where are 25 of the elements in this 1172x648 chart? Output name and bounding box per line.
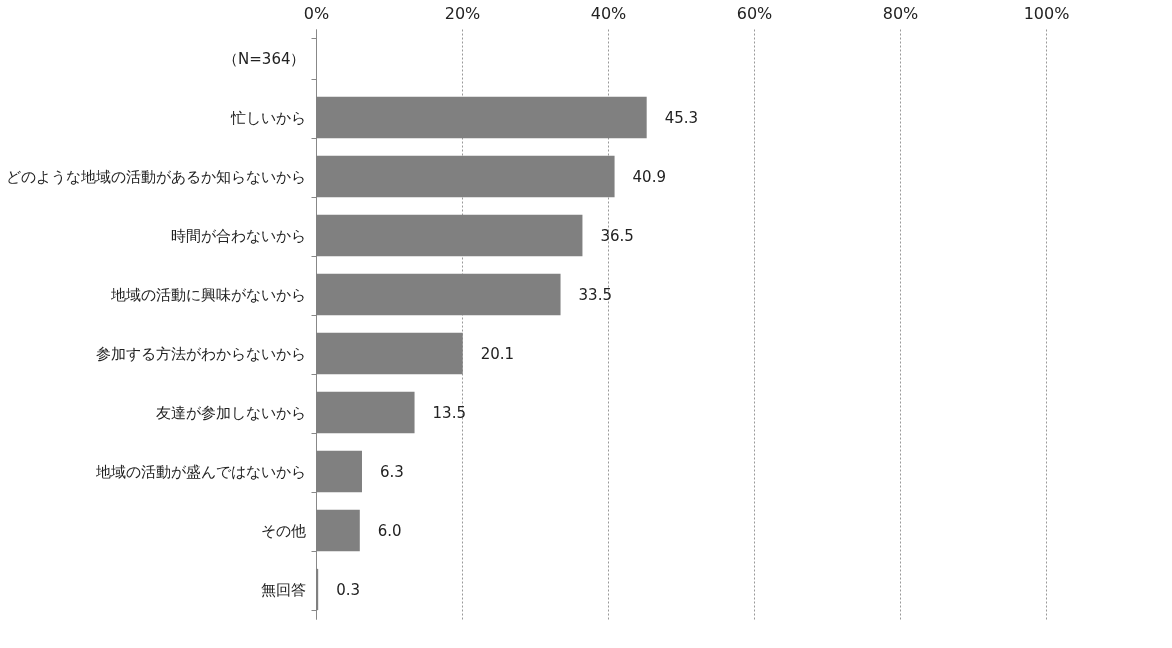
y-tick-label: 地域の活動が盛んではないから [94,463,306,481]
data-label: 36.5 [600,226,634,245]
y-tick-label: 時間が合わないから [170,227,306,245]
y-tick-label: 地域の活動に興味がないから [109,286,306,304]
y-tick-label: （N=364） [223,50,306,68]
data-label: 40.9 [632,167,666,186]
x-tick-label: 40% [590,3,627,23]
data-label: 45.3 [664,108,699,127]
y-tick-label: 無回答 [260,581,306,599]
y-tick-label: 忙しいから [229,109,306,127]
x-tick-label: 0% [303,3,330,23]
data-label: 13.5 [432,403,466,422]
data-label: 33.5 [578,285,612,304]
y-tick-label: どのような地域の活動があるか知らないから [5,168,306,186]
y-tick-label: 友達が参加しないから [155,404,306,422]
data-label: 6.3 [379,462,404,481]
data-label: 20.1 [480,344,515,363]
x-tick-label: 100% [1023,3,1070,23]
y-tick-label: 参加する方法がわからないから [95,345,306,363]
data-label: 0.3 [336,580,361,599]
x-tick-label: 80% [882,3,919,23]
x-tick-label: 60% [736,3,773,23]
data-label: 6.0 [377,521,402,540]
x-tick-label: 20% [444,3,481,23]
y-tick-label: その他 [260,522,306,540]
